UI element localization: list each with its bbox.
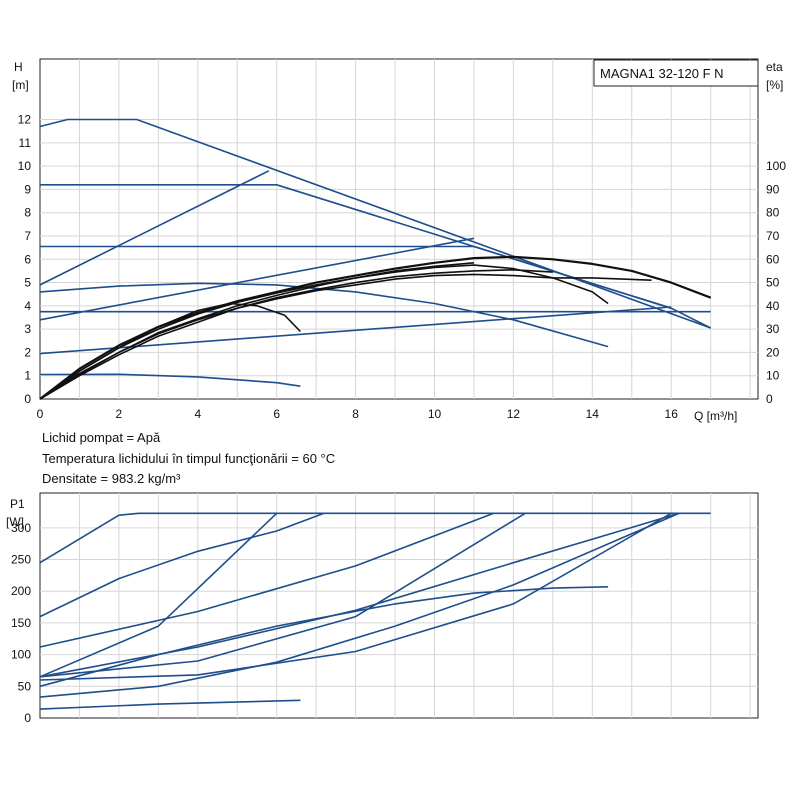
note-fluid: Lichid pompat = Apă [42,430,161,445]
power-curve [39,512,711,564]
y-axis-label-p1: P1 [10,497,25,511]
power-curve [39,586,609,688]
y-axis-unit-w: [W] [6,515,24,529]
note-temperature: Temperatura lichidului în timpul funcţio… [42,451,336,466]
x-tick-label: 12 [507,407,521,421]
y-tick-label: 10 [18,159,32,173]
y-tick-label: 6 [24,252,31,266]
y-tick-label: 9 [24,182,31,196]
y-tick-label: 4 [24,299,31,313]
power-curve [39,512,278,678]
y2-tick-label: 20 [766,345,780,359]
head-curve [39,170,270,286]
power-curve [39,512,325,618]
head-curve [40,245,672,309]
power-chart-ticks: 0 50 100 150 200 250 300 [11,521,31,725]
power-chart-grid [40,493,758,718]
x-tick-label: 14 [586,407,600,421]
power-chart-frame [39,492,759,719]
y-tick-label: 11 [19,136,32,150]
x-tick-label: 16 [665,407,679,421]
power-curve [39,512,494,648]
x-tick-label: 8 [352,407,359,421]
power-curve [39,512,526,678]
x-tick-label: 10 [428,407,442,421]
y-axis-unit-m: [m] [12,78,29,92]
y-tick-label: 1 [24,369,31,383]
y-tick-label: 5 [24,276,31,290]
y-tick-label: 0 [24,711,31,725]
x-tick-label: 6 [273,407,280,421]
y2-tick-label: 30 [766,322,780,336]
head-curve [39,282,609,348]
head-chart-frame [39,58,759,400]
x-tick-label: 4 [194,407,201,421]
y2-tick-label: 0 [766,392,773,406]
power-curve [39,699,301,710]
chart-title: MAGNA1 32-120 F N [600,66,724,81]
y2-tick-label: 100 [766,159,786,173]
y-tick-label: 100 [11,648,31,662]
x-axis-label: Q [m³/h] [694,409,737,423]
y-tick-label: 2 [24,345,31,359]
y2-axis-unit-percent: [%] [766,78,783,92]
power-curve [39,512,680,678]
y-tick-label: 8 [24,206,31,220]
y2-axis-label-eta: eta [766,60,783,74]
y-tick-label: 3 [24,322,31,336]
y2-tick-label: 40 [766,299,780,313]
head-curve [39,306,672,355]
y-tick-label: 200 [11,584,31,598]
power-curve [39,512,672,681]
efficiency-curve [39,268,553,400]
y-tick-label: 7 [24,229,31,243]
head-curve [39,237,475,321]
y-tick-label: 12 [18,113,32,127]
y2-tick-label: 70 [766,229,780,243]
y-axis-label-h: H [14,60,23,74]
efficiency-curve [39,262,475,400]
efficiency-curve [39,302,301,400]
head-curve [39,118,711,329]
head-chart-series [39,118,712,400]
note-density: Densitate = 983.2 kg/m³ [42,471,181,486]
y2-tick-label: 10 [766,369,780,383]
power-chart: 0 50 100 150 200 250 300 P1 [W] [6,492,759,725]
y-tick-label: 300 [11,521,31,535]
y-tick-label: 150 [11,616,31,630]
power-curve [39,512,680,698]
model-label-box [593,59,759,87]
x-tick-label: 2 [116,407,123,421]
y-tick-label: 50 [18,679,32,693]
y2-tick-label: 50 [766,276,780,290]
y2-tick-label: 80 [766,206,780,220]
y-tick-label: 250 [11,553,31,567]
y2-tick-label: 60 [766,252,780,266]
power-chart-series [39,512,711,710]
x-tick-label: 0 [37,407,44,421]
y-tick-label: 0 [24,392,31,406]
head-curve [39,373,301,387]
y2-tick-label: 90 [766,182,780,196]
